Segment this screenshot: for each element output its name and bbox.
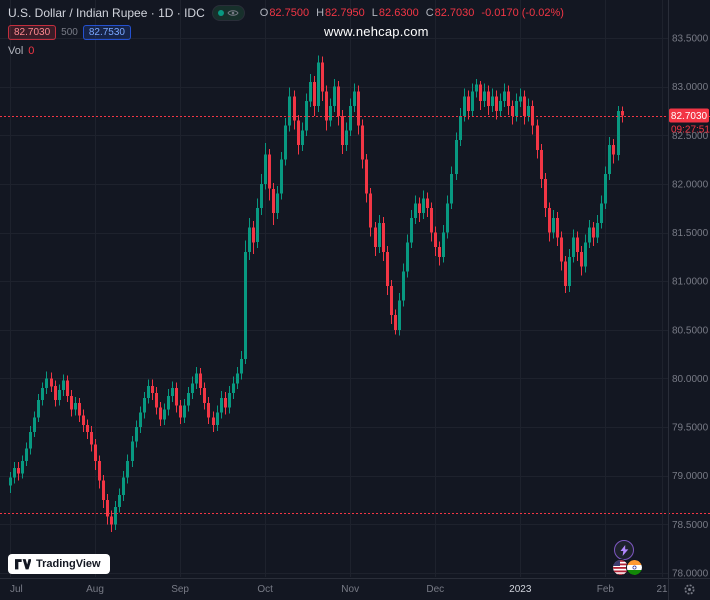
bar-countdown: 09:27:51 (671, 125, 710, 136)
svg-text:82.5000: 82.5000 (672, 131, 709, 142)
svg-text:79.0000: 79.0000 (672, 471, 709, 482)
market-status-dot (217, 10, 224, 16)
svg-text:Nov: Nov (341, 584, 359, 595)
tradingview-logo-icon (15, 558, 31, 569)
svg-text:80.0000: 80.0000 (672, 374, 709, 385)
low-label: L (371, 7, 378, 19)
visibility-pill[interactable] (211, 5, 245, 21)
svg-text:83.0000: 83.0000 (672, 82, 709, 93)
last-price-badge: 82.7030 09:27:51 (669, 108, 710, 136)
svg-text:81.0000: 81.0000 (672, 277, 709, 288)
tradingview-logo[interactable]: TradingView (8, 554, 110, 574)
svg-text:83.5000: 83.5000 (672, 34, 709, 45)
low-value: 82.6300 (378, 7, 419, 19)
tradingview-logo-text: TradingView (36, 558, 101, 570)
settings-gear-button[interactable] (680, 580, 698, 598)
lightning-icon (620, 544, 628, 556)
grid-lines (0, 0, 668, 577)
mid-count-value: 500 (61, 27, 78, 38)
india-flag-icon (626, 559, 643, 576)
alert-price-label-red[interactable]: 82.7030 (8, 25, 57, 40)
volume-row: Vol 0 (8, 45, 34, 57)
svg-text:21: 21 (656, 584, 668, 595)
gear-icon (683, 583, 695, 595)
currency-pair-flags (612, 559, 643, 576)
svg-text:78.0000: 78.0000 (672, 569, 709, 580)
close-value: 82.7030 (434, 7, 475, 19)
price-axis[interactable]: 83.5000 83.0000 82.5000 82.0000 81.5000 81.00… (672, 34, 709, 580)
svg-text:Feb: Feb (597, 584, 615, 595)
watermark-text: www.nehcap.com (324, 24, 429, 39)
price-alert-labels: 82.7030 500 82.7530 (8, 25, 131, 40)
open-label: O (259, 7, 269, 19)
svg-text:Aug: Aug (86, 584, 104, 595)
svg-text:78.5000: 78.5000 (672, 520, 709, 531)
open-value: 82.7500 (269, 7, 310, 19)
ohlc-values: O 82.7500 H 82.7950 L 82.6300 C 82.7030 -0.0… (253, 7, 564, 19)
volume-label: Vol (8, 45, 24, 57)
volume-value: 0 (28, 45, 35, 57)
svg-text:80.5000: 80.5000 (672, 325, 709, 336)
eye-icon (227, 10, 239, 16)
alert-price-label-blue[interactable]: 82.7530 (82, 25, 131, 40)
us-flag-icon (612, 559, 629, 576)
symbol-title[interactable]: U.S. Dollar / Indian Rupee · 1D · IDC (8, 6, 205, 20)
svg-text:79.5000: 79.5000 (672, 423, 709, 434)
svg-text:Jul: Jul (10, 584, 23, 595)
svg-text:Dec: Dec (426, 584, 444, 595)
svg-text:2023: 2023 (509, 584, 532, 595)
high-label: H (316, 7, 325, 19)
close-label: C (425, 7, 434, 19)
svg-text:82.7030: 82.7030 (671, 111, 708, 122)
svg-text:Sep: Sep (171, 584, 189, 595)
high-value: 82.7950 (325, 7, 365, 19)
boost-button[interactable] (614, 540, 634, 560)
svg-text:82.0000: 82.0000 (672, 179, 709, 190)
svg-text:81.5000: 81.5000 (672, 228, 709, 239)
candles (9, 55, 624, 533)
time-axis[interactable]: Jul Aug Sep Oct Nov Dec 2023 Feb 21 (10, 584, 668, 595)
change-value: -0.0170 (-0.02%) (481, 7, 564, 19)
svg-text:Oct: Oct (257, 584, 273, 595)
